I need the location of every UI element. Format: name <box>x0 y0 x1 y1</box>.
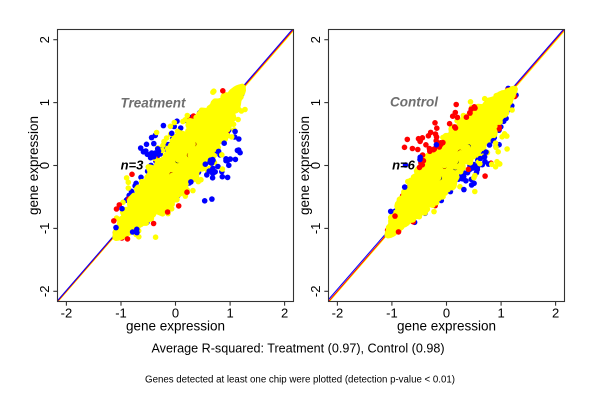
svg-text:Treatment: Treatment <box>120 96 186 111</box>
svg-text:2: 2 <box>281 306 288 321</box>
svg-text:-2: -2 <box>308 286 323 298</box>
svg-text:2: 2 <box>308 36 323 43</box>
svg-text:Average R-squared: Treatment (: Average R-squared: Treatment (0.97), Con… <box>151 342 444 356</box>
svg-text:gene expression: gene expression <box>126 319 225 334</box>
svg-text:-2: -2 <box>332 306 344 321</box>
svg-text:2: 2 <box>552 306 559 321</box>
svg-text:1: 1 <box>308 99 323 106</box>
svg-text:-1: -1 <box>308 223 323 235</box>
svg-text:1: 1 <box>37 99 52 106</box>
svg-text:Control: Control <box>390 95 438 110</box>
svg-text:gene expression: gene expression <box>297 116 312 215</box>
svg-text:n=6: n=6 <box>392 158 416 173</box>
svg-text:2: 2 <box>37 36 52 43</box>
svg-text:gene expression: gene expression <box>26 116 41 215</box>
svg-text:-2: -2 <box>37 286 52 298</box>
svg-text:-2: -2 <box>61 306 73 321</box>
svg-text:-1: -1 <box>115 306 127 321</box>
svg-text:n=3: n=3 <box>121 158 145 173</box>
svg-text:0: 0 <box>172 306 179 321</box>
svg-text:0: 0 <box>308 162 323 169</box>
svg-text:-1: -1 <box>386 306 398 321</box>
svg-text:0: 0 <box>37 162 52 169</box>
svg-text:Genes detected at least one ch: Genes detected at least one chip were pl… <box>145 375 455 386</box>
svg-text:gene expression: gene expression <box>397 319 496 334</box>
svg-text:0: 0 <box>443 306 450 321</box>
svg-text:-1: -1 <box>37 223 52 235</box>
svg-text:1: 1 <box>226 306 233 321</box>
svg-text:1: 1 <box>497 306 504 321</box>
